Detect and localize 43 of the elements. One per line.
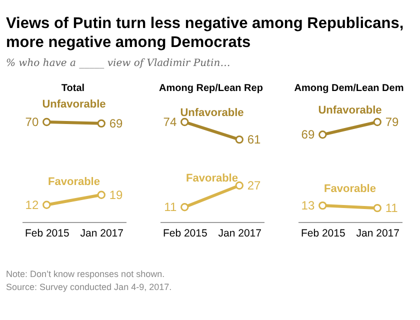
- point: [318, 130, 327, 139]
- chart-title: Total: [60, 83, 86, 94]
- series-label: Unfavorable: [42, 98, 106, 111]
- data-label: 11: [385, 201, 398, 216]
- x-tick-label: Jan 2017: [80, 228, 124, 240]
- series-label: Favorable: [186, 172, 238, 184]
- data-label: 69: [301, 128, 315, 142]
- x-tick-label: Feb 2015: [24, 228, 70, 240]
- x-tick-label: Feb 2015: [300, 228, 346, 240]
- data-label: 69: [109, 116, 124, 130]
- point: [97, 190, 106, 199]
- chart-title: Among Dem/Lean Dem: [293, 83, 405, 94]
- chart-title: Among Rep/Lean Rep: [158, 83, 264, 94]
- data-label: 79: [385, 115, 400, 129]
- data-label: 12: [25, 198, 39, 212]
- x-tick-label: Jan 2017: [218, 228, 262, 240]
- point: [235, 181, 244, 190]
- point: [318, 201, 327, 210]
- text: % who have a _____ view of Vladimir Putin…: [6, 58, 232, 69]
- point: [235, 135, 244, 144]
- data-label: 61: [247, 132, 262, 147]
- point: [373, 118, 382, 126]
- data-label: 70: [25, 115, 39, 129]
- point: [97, 119, 106, 128]
- point: [180, 203, 189, 212]
- point: [180, 118, 189, 126]
- series-label: Favorable: [48, 176, 100, 188]
- data-label: 27: [247, 178, 262, 193]
- point: [373, 204, 382, 212]
- x-tick-label: Feb 2015: [162, 228, 208, 240]
- point: [42, 200, 51, 209]
- x-tick-label: Jan 2017: [356, 228, 400, 240]
- point: [42, 118, 51, 126]
- data-label: 74: [163, 115, 177, 129]
- series-label: Favorable: [324, 182, 376, 195]
- series-label: Unfavorable: [180, 106, 244, 119]
- series-label: Unfavorable: [318, 104, 382, 116]
- text: Views of Putin turn less negative among Republicans, more negative among Democrats: [6, 14, 405, 52]
- source-note: Source: Survey conducted Jan 4-9, 2017.: [6, 281, 173, 294]
- data-label: 19: [109, 188, 124, 202]
- text: Note: Don’t know responses not shown.: [6, 268, 166, 281]
- data-label: 11: [164, 200, 177, 214]
- data-label: 13: [301, 198, 315, 213]
